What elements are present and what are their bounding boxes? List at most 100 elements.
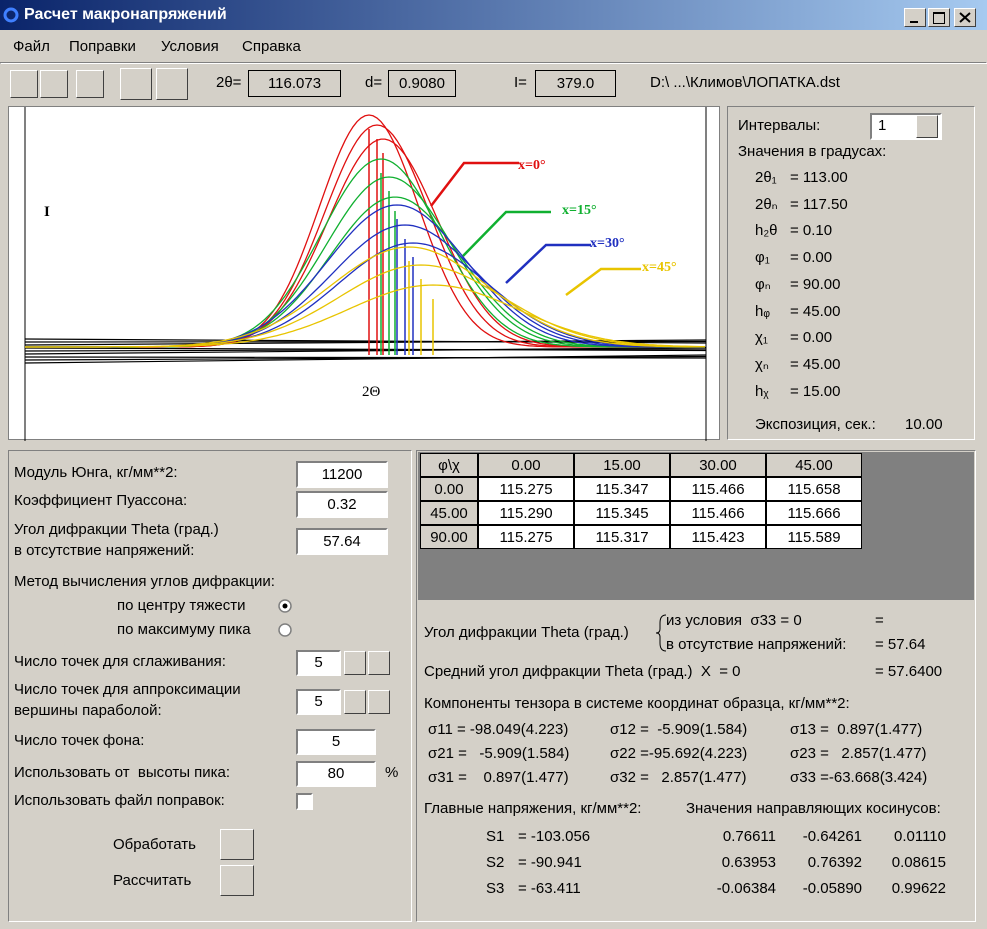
intervals-label: Интервалы: [738,117,821,134]
table-cell: 0.00 [478,453,574,477]
word-button[interactable] [120,68,152,100]
spin-down[interactable] [344,690,366,714]
interval-name: χₙ [755,355,769,373]
title-bar [0,0,987,30]
table-cell-text: 115.666 [787,505,841,522]
table-cell-text: 115.317 [595,529,649,546]
table-cell: 115.466 [670,477,766,501]
intensity-label: I= [514,74,527,91]
menu-item: Поправки [69,38,136,55]
param-input[interactable]: 11200 [296,461,388,488]
spin-up[interactable] [368,690,390,714]
direction-cosine: -0.05890 [802,880,862,897]
table-cell-text: 0.00 [511,457,541,474]
background-line [24,347,707,352]
table-cell-text: 115.275 [499,529,553,546]
result-label: Угол дифракции Theta (град.) [424,624,629,641]
param-label: Использовать файл поправок: [14,792,225,809]
table-cell-text: 115.466 [691,481,745,498]
curve-label: x=30° [590,236,625,251]
background-line [24,346,707,355]
principal-name: S1 [486,828,505,845]
results-panel [416,450,976,922]
two-theta-value: 116.073 [248,70,341,97]
table-cell: 115.275 [478,477,574,501]
two-theta-value-text: 116.073 [267,75,322,92]
action-button[interactable] [220,829,254,860]
brace [655,614,667,652]
table-cell-text: 15.00 [603,457,641,474]
radio-label: по центру тяжести [117,597,246,614]
table-cell: 115.466 [670,501,766,525]
d-label: d= [365,74,383,91]
interval-value: = 117.50 [790,195,848,213]
param-label: Метод вычисления углов дифракции: [14,573,275,590]
spin-up[interactable] [368,651,390,675]
table-cell-text: 115.347 [595,481,649,498]
minimize-button[interactable] [904,8,926,27]
param-input[interactable]: 57.64 [296,528,388,555]
table-cell: 115.275 [478,525,574,549]
combo-arrow[interactable] [916,115,938,138]
param-label: Число точек для аппроксимации [14,681,241,698]
toolbar-nav-button[interactable] [10,70,38,98]
background-line [24,354,707,364]
principal-value: = -63.411 [518,880,581,897]
interval-name: hᵪ [755,382,769,400]
interval-name: 2θₙ [755,195,778,213]
table-cell: 15.00 [574,453,670,477]
result-label: в отсутствие напряжений: [666,636,847,653]
table-cell-text: 115.275 [499,481,553,498]
table-cell: 115.589 [766,525,862,549]
param-input[interactable]: 5 [296,729,376,755]
radio-button [278,623,292,637]
table-cell: 0.00 [420,477,478,501]
tensor-component: σ33 =-63.668(3.424) [790,769,928,786]
result-label: Компоненты тензора в системе координат о… [424,695,850,712]
maximize-button[interactable] [928,8,950,27]
table-cell-text: 115.290 [499,505,553,522]
tensor-component: σ21 = -5.909(1.584) [428,745,570,762]
save-button[interactable] [156,68,188,100]
intervals-panel [727,106,975,440]
principal-name: S2 [486,854,505,871]
param-input[interactable]: 5 [296,689,341,715]
toolbar-nav-button[interactable] [40,70,68,98]
unit-label: % [385,764,399,781]
checkbox[interactable] [296,793,313,810]
curve-label: x=0° [518,158,546,173]
action-button[interactable] [220,865,254,896]
param-input[interactable]: 80 [296,761,376,787]
param-label: Использовать от высоты пика: [14,764,231,781]
radio-dot [282,603,288,609]
curve-label-leader [505,243,591,284]
direction-cosine: -0.64261 [802,828,862,845]
param-input-text: 11200 [321,465,363,483]
result-label: Главные напряжения, кг/мм**2: [424,800,642,817]
table-cell-text: 30.00 [699,457,737,474]
interval-value: = 0.10 [790,222,833,240]
table-cell-text: 115.466 [691,505,745,522]
close-button[interactable] [954,8,976,27]
interval-value: = 0.00 [790,249,833,267]
table-cell-text: 115.423 [691,529,745,546]
interval-name: hᵩ [755,302,770,320]
plot-area [8,106,720,441]
param-input[interactable]: 5 [296,650,341,676]
tensor-component: σ31 = 0.897(1.477) [428,769,569,786]
diffraction-curve [25,284,705,348]
exposure-value: 10.00 [905,416,943,433]
direction-cosine: -0.06384 [716,880,776,897]
param-label: Угол дифракции Theta (град.) [14,521,219,538]
spin-down[interactable] [344,651,366,675]
calculate-label: Рассчитать [113,872,192,889]
table-cell: 115.317 [574,525,670,549]
background-line [24,356,707,359]
toolbar-nav-button[interactable] [76,70,104,98]
table-cell-text: φ\χ [438,457,460,474]
tensor-component: σ32 = 2.857(1.477) [610,769,747,786]
param-input[interactable]: 0.32 [296,491,388,518]
table-cell: 115.345 [574,501,670,525]
tensor-component: σ11 = -98.049(4.223) [428,721,569,738]
y-axis-label: I [44,204,50,220]
